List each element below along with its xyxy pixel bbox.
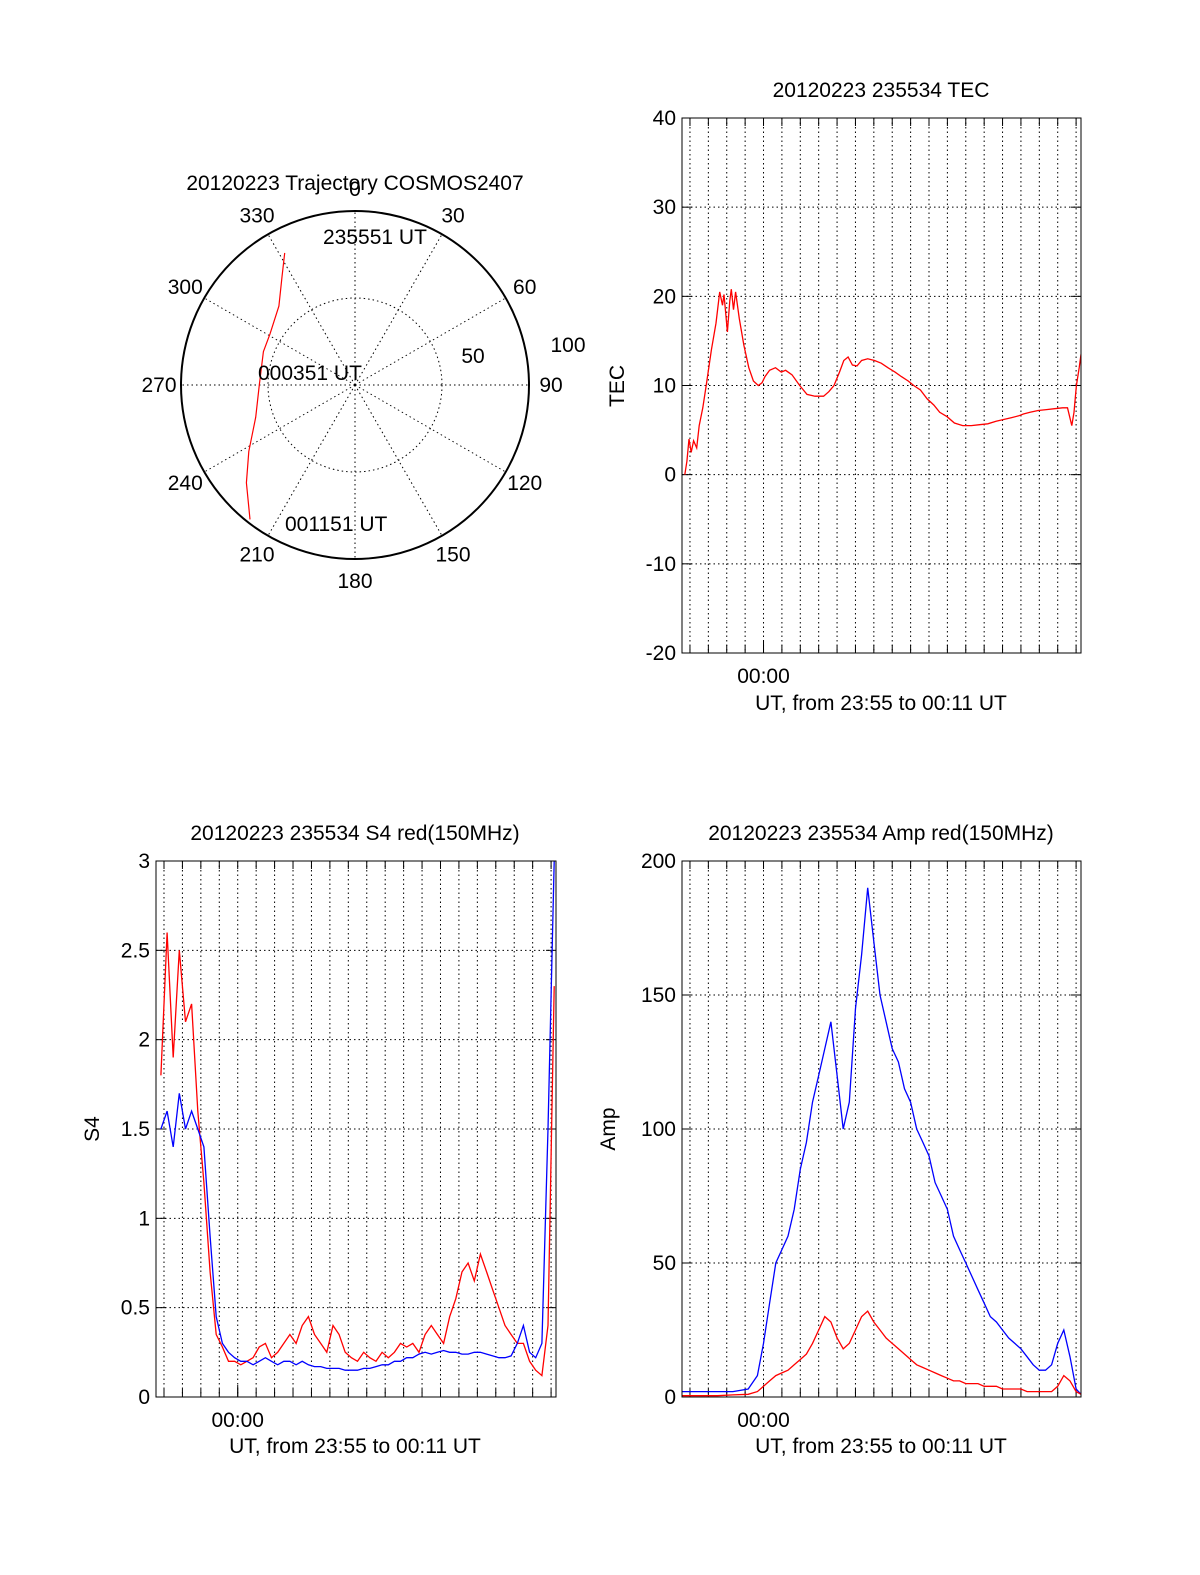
trajectory-polar-plot: 20120223 Trajectory COSMOS2407 0 30 60 90 12…	[141, 172, 585, 593]
tec-series-line-main	[684, 289, 1081, 475]
tec-line-chart: 20120223 235534 TEC -20 -10 0 10 20 30 40 00:00…	[606, 79, 1082, 715]
tec-y-tick-label: -20	[646, 642, 676, 665]
s4-series-line-blue	[160, 861, 555, 1371]
s4-title: 20120223 235534 S4 red(150MHz)	[190, 822, 519, 845]
amp-series-line-red	[682, 1310, 1081, 1397]
amp-y-tick-label: 150	[641, 984, 676, 1007]
s4-y-axis-label: S4	[81, 1116, 104, 1142]
tec-y-tick-label: 20	[653, 285, 676, 308]
polar-angle-label: 210	[239, 544, 274, 567]
polar-spoke	[354, 234, 443, 386]
polar-angle-label: 330	[239, 204, 274, 227]
polar-spoke	[267, 234, 356, 386]
amp-y-axis-label: Amp	[597, 1107, 620, 1150]
polar-angle-label: 150	[435, 544, 470, 567]
s4-y-tick-label: 0.5	[121, 1297, 150, 1320]
polar-angle-label: 240	[168, 472, 203, 495]
polar-angle-label: 0	[349, 178, 361, 201]
amp-y-tick-label: 0	[664, 1386, 676, 1409]
tec-x-tick-label: 00:00	[737, 665, 790, 688]
tec-title: 20120223 235534 TEC	[773, 79, 990, 102]
polar-angle-label: 90	[539, 374, 562, 397]
polar-outer-circle	[180, 210, 530, 560]
trajectory-series-line	[245, 252, 286, 520]
polar-angle-label: 270	[141, 374, 176, 397]
trajectory-time-annotation: 235551 UT	[323, 226, 427, 249]
amp-line-chart: 20120223 235534 Amp red(150MHz) 0 50 100 15…	[597, 822, 1082, 1458]
tec-y-axis-label: TEC	[606, 365, 629, 407]
tec-y-tick-label: 30	[653, 196, 676, 219]
s4-y-tick-label: 3	[138, 850, 150, 873]
s4-line-chart: 20120223 235534 S4 red(150MHz) 0 0.5 1 1.5 2…	[81, 822, 557, 1458]
polar-angle-label: 180	[337, 570, 372, 593]
tec-y-tick-label: 40	[653, 107, 676, 130]
polar-spoke	[267, 384, 356, 536]
amp-title: 20120223 235534 Amp red(150MHz)	[708, 822, 1054, 845]
polar-spoke	[354, 384, 443, 536]
amp-series-line-blue	[682, 887, 1081, 1395]
polar-radial-label: 50	[461, 345, 484, 368]
tec-y-tick-label: 0	[664, 464, 676, 487]
amp-y-tick-label: 200	[641, 850, 676, 873]
s4-y-tick-label: 1	[138, 1207, 150, 1230]
s4-plot-frame	[155, 860, 557, 1398]
polar-angle-label: 60	[513, 276, 536, 299]
amp-x-tick-label: 00:00	[737, 1409, 790, 1432]
s4-y-tick-label: 1.5	[121, 1118, 150, 1141]
s4-series-line-red	[160, 932, 555, 1377]
polar-angle-label: 30	[441, 204, 464, 227]
s4-y-tick-label: 2	[138, 1029, 150, 1052]
s4-y-tick-label: 0	[138, 1386, 150, 1409]
polar-spoke	[204, 297, 356, 386]
tec-y-tick-label: 10	[653, 375, 676, 398]
tec-plot-frame	[681, 117, 1082, 654]
polar-spoke	[204, 384, 356, 473]
polar-spoke	[354, 297, 506, 386]
polar-angle-label: 300	[168, 276, 203, 299]
polar-radial-label: 100	[550, 334, 585, 357]
amp-y-tick-label: 100	[641, 1118, 676, 1141]
tec-x-axis-label: UT, from 23:55 to 00:11 UT	[755, 692, 1007, 715]
tec-y-tick-label: -10	[646, 553, 676, 576]
polar-angle-label: 120	[507, 472, 542, 495]
amp-y-tick-label: 50	[653, 1252, 676, 1275]
s4-y-tick-label: 2.5	[121, 939, 150, 962]
amp-x-axis-label: UT, from 23:55 to 00:11 UT	[755, 1435, 1007, 1458]
s4-x-tick-label: 00:00	[211, 1409, 264, 1432]
s4-x-axis-label: UT, from 23:55 to 00:11 UT	[229, 1435, 481, 1458]
trajectory-time-annotation: 000351 UT	[258, 362, 362, 385]
amp-plot-frame	[681, 860, 1082, 1398]
polar-spoke	[354, 384, 506, 473]
trajectory-title: 20120223 Trajectory COSMOS2407	[186, 172, 523, 195]
trajectory-time-annotation: 001151 UT	[285, 513, 388, 536]
